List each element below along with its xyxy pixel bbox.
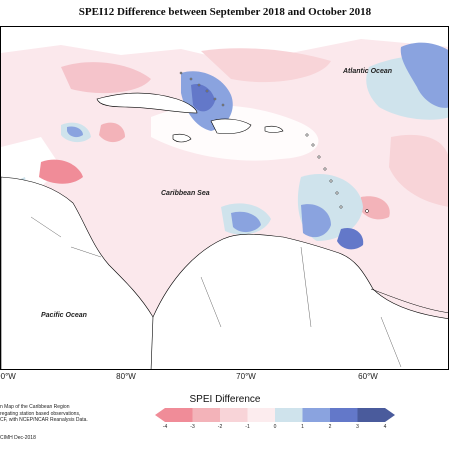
spei-map: Atlantic Ocean Caribbean Sea Pacific Oce… [1,27,448,369]
legend-tick: -3 [190,424,195,430]
legend-swatch [275,408,303,422]
legend-title: SPEI Difference [189,394,261,405]
legend-tick: 1 [301,424,304,430]
legend-swatch [247,408,275,422]
lon-label-90w: 90°W [0,372,16,381]
copyright-text: CIMH Dec-2018 [0,435,36,441]
legend-swatch [220,408,248,422]
legend-swatch [192,408,220,422]
credit-line: n Map of the Caribbean Region [0,404,70,410]
legend-swatch [330,408,358,422]
legend-tick: -4 [162,424,168,430]
credit-line: regating station based observations, [0,410,81,417]
label-atlantic: Atlantic Ocean [342,68,392,75]
legend-tick: 2 [328,424,332,430]
map-title: SPEI12 Difference between September 2018… [78,6,372,18]
credit-line: CF, with NCEP/NCAR Reanalysis Data. [0,417,88,423]
legend-arrow-left [155,408,165,422]
legend-colorbar [155,408,395,422]
legend-tick: -1 [245,424,250,430]
legend-tick: 3 [356,424,359,430]
legend-swatch [302,408,330,422]
legend-swatch [165,408,193,422]
map-canvas[interactable]: Atlantic Ocean Caribbean Sea Pacific Oce… [0,26,449,370]
legend-swatch [357,408,385,422]
label-caribbean: Caribbean Sea [161,190,210,197]
legend-arrow-right [385,408,395,422]
lon-label-80w: 80°W [116,372,136,381]
label-pacific: Pacific Ocean [41,312,87,319]
legend-tick: 4 [383,424,387,430]
lon-label-70w: 70°W [236,372,256,381]
legend-tick: -2 [217,424,223,430]
credit-text: n Map of the Caribbean Region regating s… [0,404,150,424]
lon-label-60w: 60°W [358,372,378,381]
legend-tick: 0 [273,424,277,430]
